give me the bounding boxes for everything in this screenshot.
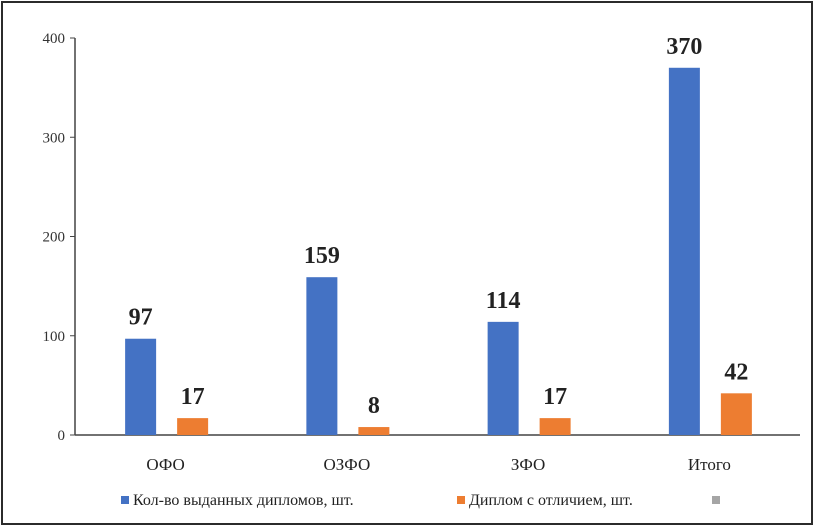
data-label: 17 (181, 384, 205, 410)
legend: Кол-во выданных дипломов, шт. Диплом с от… (121, 492, 720, 509)
data-labels: 97 17 159 8 114 17 370 42 (129, 34, 749, 419)
data-label: 114 (486, 288, 521, 314)
data-label: 8 (368, 393, 380, 419)
bar (177, 418, 209, 435)
category-label: ОФО (146, 455, 184, 474)
y-tick-label: 200 (43, 230, 66, 246)
bars (125, 67, 752, 436)
legend-label: Диплом с отличием, шт. (469, 492, 633, 509)
bar (306, 277, 338, 435)
bar (720, 393, 752, 435)
data-label: 370 (666, 34, 702, 60)
legend-label: Кол-во выданных дипломов, шт. (133, 492, 354, 509)
data-label: 42 (724, 359, 748, 385)
data-label: 97 (129, 305, 153, 331)
category-label: ОЗФО (324, 455, 371, 474)
bar (125, 338, 157, 435)
y-tick-label: 100 (43, 329, 66, 345)
bar (487, 321, 519, 435)
bar (668, 67, 700, 436)
legend-swatch (457, 496, 465, 504)
category-labels: ОФО ОЗФО ЗФО Итого (146, 455, 730, 474)
y-tick-label: 300 (43, 130, 66, 146)
y-tick-label: 0 (58, 428, 66, 444)
bar (539, 418, 571, 435)
data-label: 159 (304, 243, 340, 269)
legend-swatch (712, 496, 720, 504)
legend-swatch (121, 496, 129, 504)
data-label: 17 (543, 384, 567, 410)
category-label: ЗФО (511, 455, 545, 474)
category-label: Итого (688, 455, 731, 474)
y-tick-label: 400 (43, 31, 66, 47)
bar (358, 427, 390, 435)
